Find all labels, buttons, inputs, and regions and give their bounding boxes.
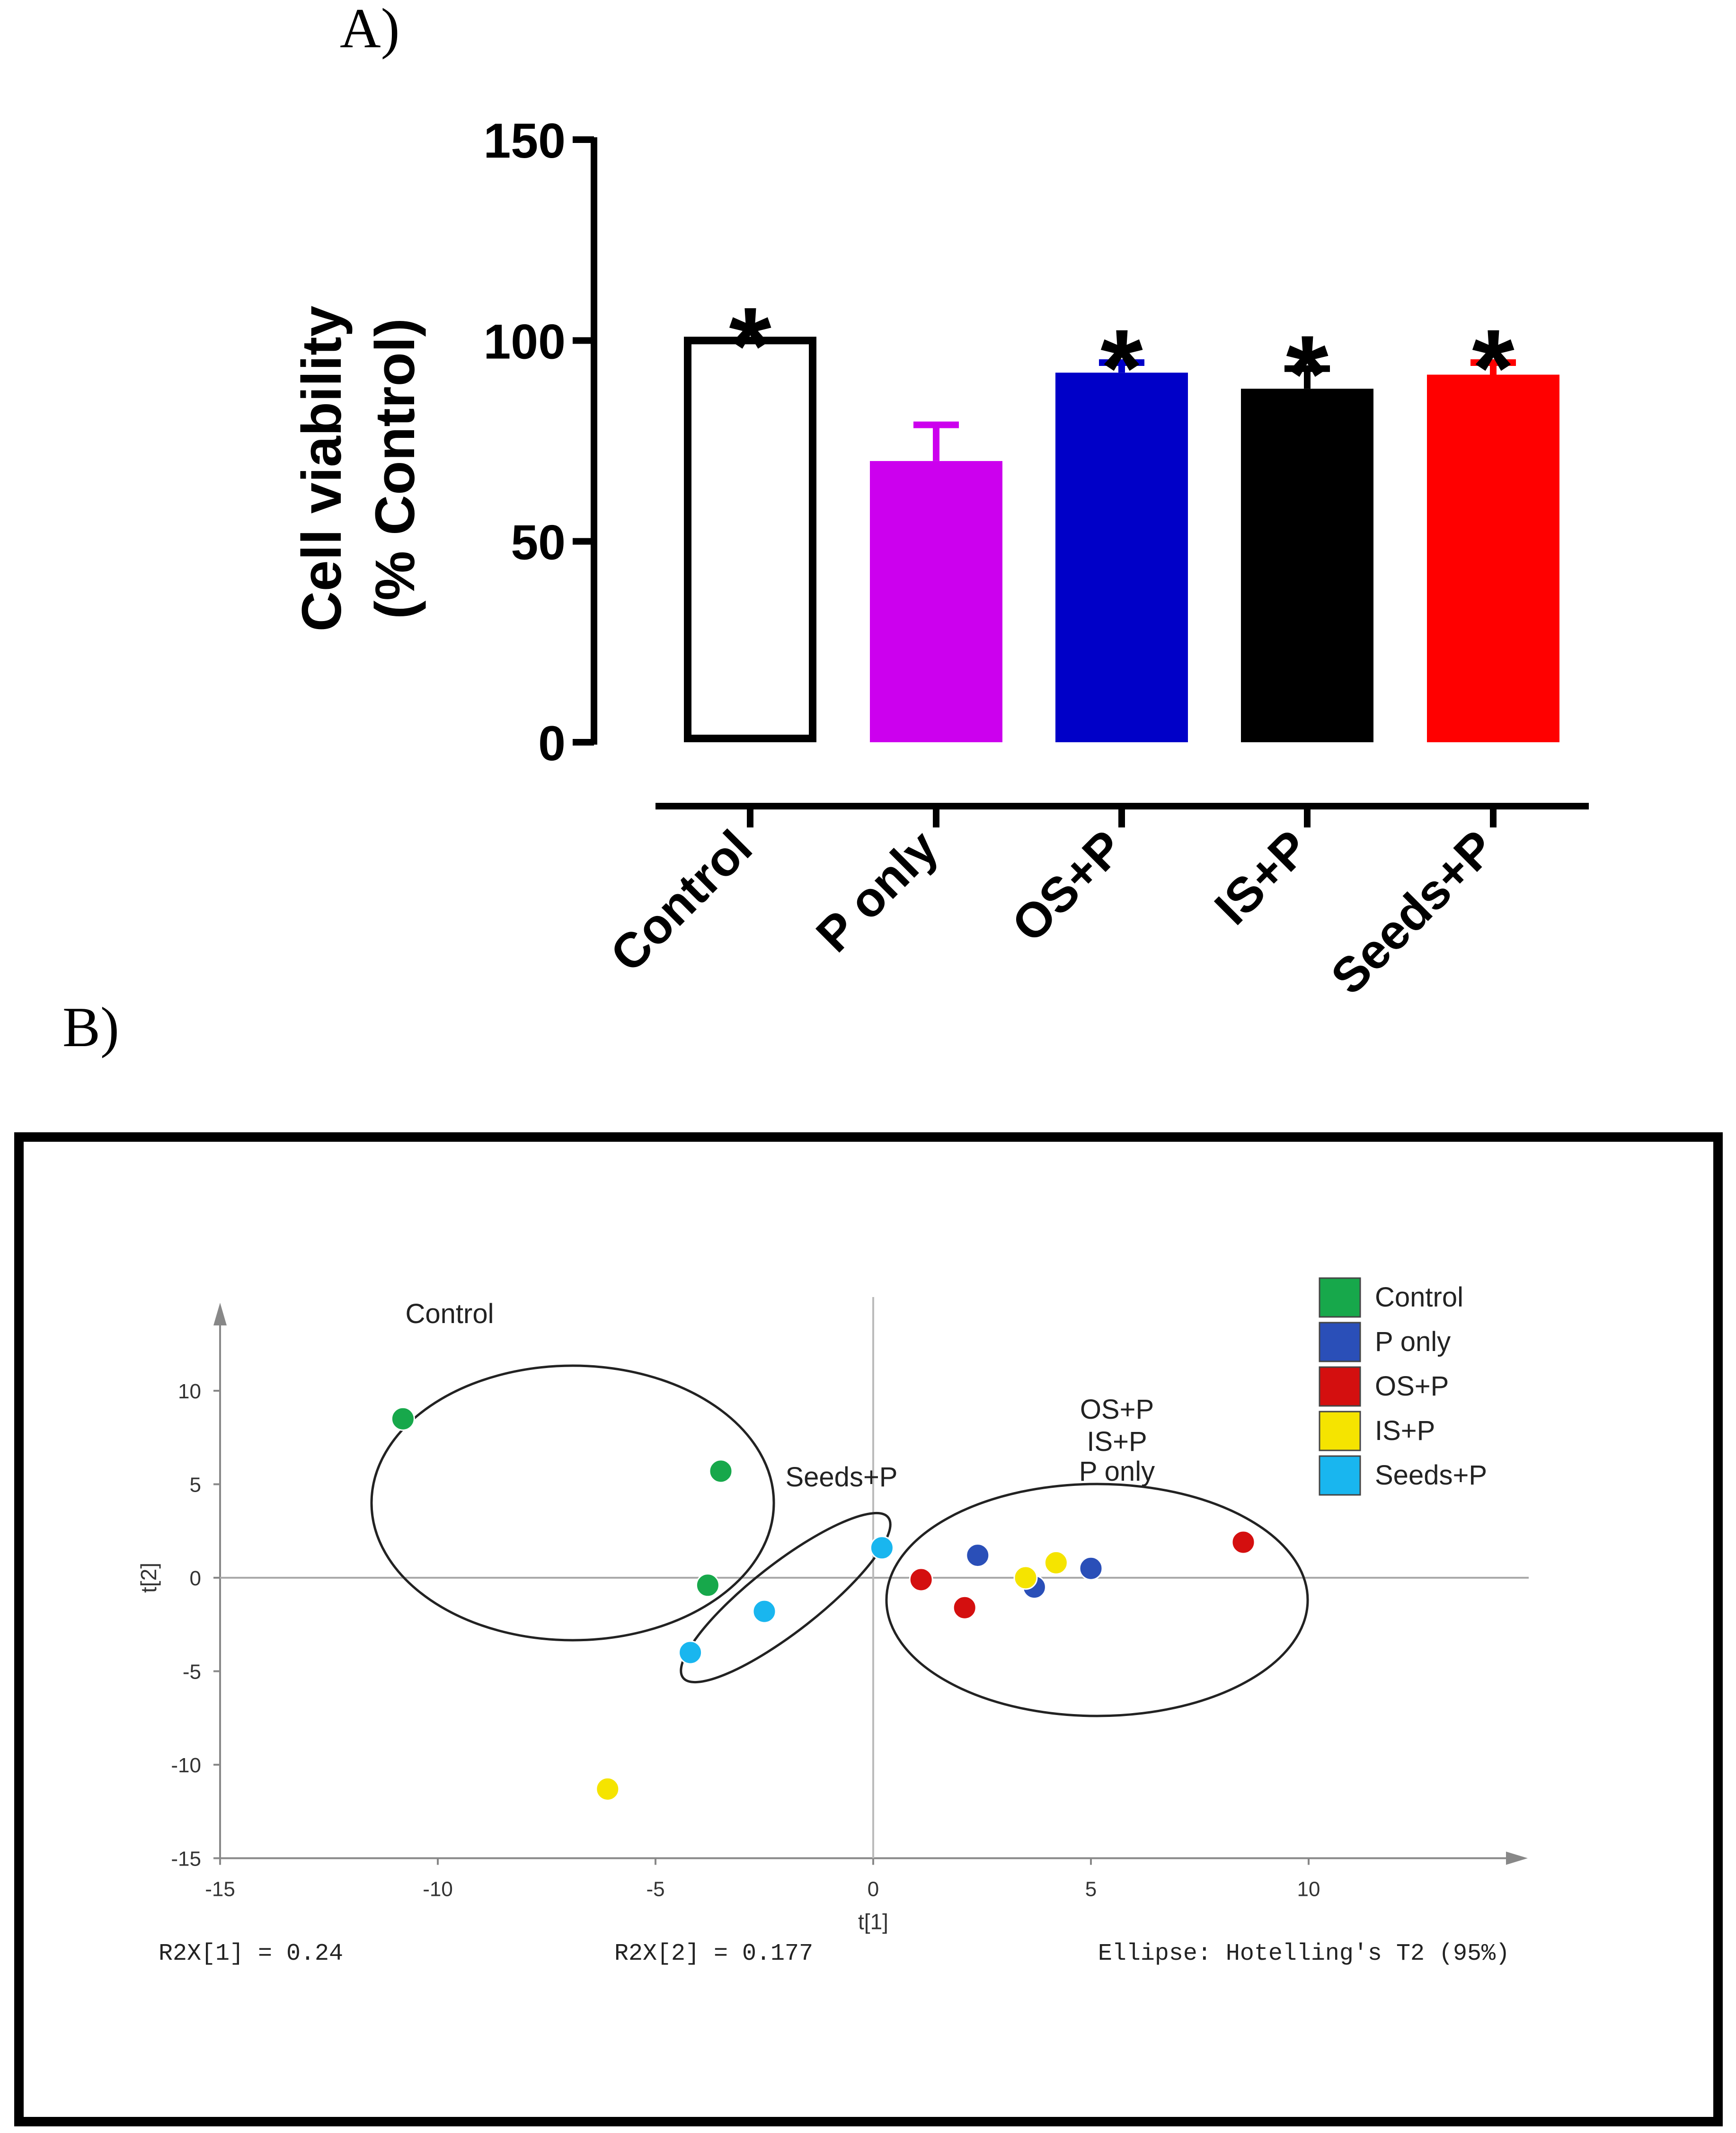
scatter-y-axis-title: t[2] xyxy=(136,1563,161,1593)
scatter-x-tick-label: -15 xyxy=(205,1878,235,1901)
bar-chart: 0 50 100 150 * * * * Control P only OS+P IS+P Seed… xyxy=(291,114,1589,1005)
point-seeds-p-2 xyxy=(678,1640,703,1665)
scatter-x-tick-label: 10 xyxy=(1297,1878,1320,1901)
point-seeds-p-1 xyxy=(752,1599,777,1624)
scatter-y-axis-arrow xyxy=(213,1303,227,1325)
legend-swatch-2 xyxy=(1319,1366,1361,1407)
scatter-x-tick-label: 5 xyxy=(1085,1878,1097,1901)
point-control-0 xyxy=(390,1406,415,1431)
scatter-y-tick-label: -10 xyxy=(171,1754,201,1777)
scatter-y-tick-label: -5 xyxy=(183,1661,201,1684)
point-control-1 xyxy=(709,1459,733,1484)
bar-4 xyxy=(1427,374,1559,742)
bar-x-axis: Control P only OS+P IS+P Seeds+P xyxy=(600,803,1589,1005)
scatter-x-tick-label: -10 xyxy=(423,1878,453,1901)
bar-y-tick-label: 150 xyxy=(483,114,566,169)
significance-marker-2: * xyxy=(1100,307,1143,428)
scatter-axes: -15 -10 -5 0 5 10 -15 -10 -5 0 5 10 t[1] t[2] xyxy=(136,1297,1529,1934)
cluster-label-is: IS+P xyxy=(1087,1426,1147,1457)
point-p-only-0 xyxy=(965,1543,990,1568)
bar-x-tick-label: IS+P xyxy=(1205,820,1320,935)
scatter-y-tick-label: 10 xyxy=(178,1380,201,1403)
legend-label-0: Control xyxy=(1375,1282,1463,1313)
bar-y-tick-label: 0 xyxy=(538,716,566,771)
bar-3 xyxy=(1241,389,1373,742)
bar-series: * * * * xyxy=(684,284,1559,742)
cluster-label-os: OS+P xyxy=(1080,1394,1154,1425)
control-ellipse xyxy=(370,1364,775,1642)
scatter-points xyxy=(390,1406,1256,1801)
point-os-p-0 xyxy=(909,1567,933,1592)
bar-1 xyxy=(870,461,1002,742)
r2x2-text: R2X[2] = 0.177 xyxy=(614,1940,813,1967)
legend-label-4: Seeds+P xyxy=(1375,1460,1487,1491)
bar-y-axis-title-line2: (% Control) xyxy=(364,318,426,619)
point-os-p-2 xyxy=(1231,1530,1256,1555)
point-seeds-p-0 xyxy=(869,1536,894,1560)
hotelling-ellipse-text: Ellipse: Hotelling's T2 (95%) xyxy=(1098,1940,1510,1967)
bar-2 xyxy=(1055,373,1188,742)
scatter-x-axis-title: t[1] xyxy=(858,1910,888,1934)
bar-x-tick-label: OS+P xyxy=(1001,820,1134,952)
point-is-p-2 xyxy=(595,1777,620,1801)
r2x1-text: R2X[1] = 0.24 xyxy=(159,1940,343,1967)
legend-swatch-4 xyxy=(1319,1455,1361,1496)
control-group-label: Control xyxy=(406,1298,494,1329)
bar-y-tick-label: 100 xyxy=(483,314,566,369)
bar-y-axis: 0 50 100 150 xyxy=(483,114,597,771)
point-control-2 xyxy=(695,1573,720,1598)
scatter-x-tick-label: -5 xyxy=(646,1878,664,1901)
seeds-ellipse xyxy=(680,1511,892,1684)
point-os-p-1 xyxy=(952,1595,977,1620)
bar-x-tick-label: Seeds+P xyxy=(1321,820,1506,1005)
bar-y-axis-title-line1: Cell viability xyxy=(291,306,353,632)
scatter-y-tick-label: 0 xyxy=(190,1567,201,1590)
cluster-label-p: P only xyxy=(1079,1456,1155,1487)
scatter-y-tick-label: 5 xyxy=(190,1474,201,1497)
significance-marker-4: * xyxy=(1472,307,1515,428)
panel-label-a: A) xyxy=(340,0,400,60)
seeds-group-label: Seeds+P xyxy=(785,1462,897,1493)
legend-swatch-0 xyxy=(1319,1277,1361,1318)
scatter-x-tick-label: 0 xyxy=(868,1878,879,1901)
bar-x-tick-label: P only xyxy=(806,820,948,962)
legend-swatch-3 xyxy=(1319,1411,1361,1451)
treatment-ellipse xyxy=(885,1483,1309,1717)
scatter-x-axis-arrow xyxy=(1506,1851,1528,1865)
legend-label-1: P only xyxy=(1375,1326,1451,1357)
scatter-frame xyxy=(14,1132,1723,2126)
significance-marker-0: * xyxy=(729,284,771,406)
point-is-p-1 xyxy=(1044,1550,1068,1575)
bar-x-tick-label: Control xyxy=(600,820,762,982)
point-p-only-2 xyxy=(1079,1556,1103,1581)
significance-marker-3: * xyxy=(1286,313,1329,435)
scatter-y-tick-label: -15 xyxy=(171,1848,201,1871)
legend-label-2: OS+P xyxy=(1375,1371,1449,1402)
legend-label-3: IS+P xyxy=(1375,1415,1435,1446)
bar-0 xyxy=(684,337,816,742)
panel-label-b: B) xyxy=(62,995,119,1058)
legend-swatch-1 xyxy=(1319,1322,1361,1362)
scatter-chart: -15 -10 -5 0 5 10 -15 -10 -5 0 5 10 t[1] t[2] Control… xyxy=(136,1277,1529,1967)
point-is-p-0 xyxy=(1013,1565,1038,1590)
scatter-legend: Control P only OS+P IS+P Seeds+P xyxy=(1319,1277,1487,1496)
bar-y-tick-label: 50 xyxy=(511,515,566,570)
